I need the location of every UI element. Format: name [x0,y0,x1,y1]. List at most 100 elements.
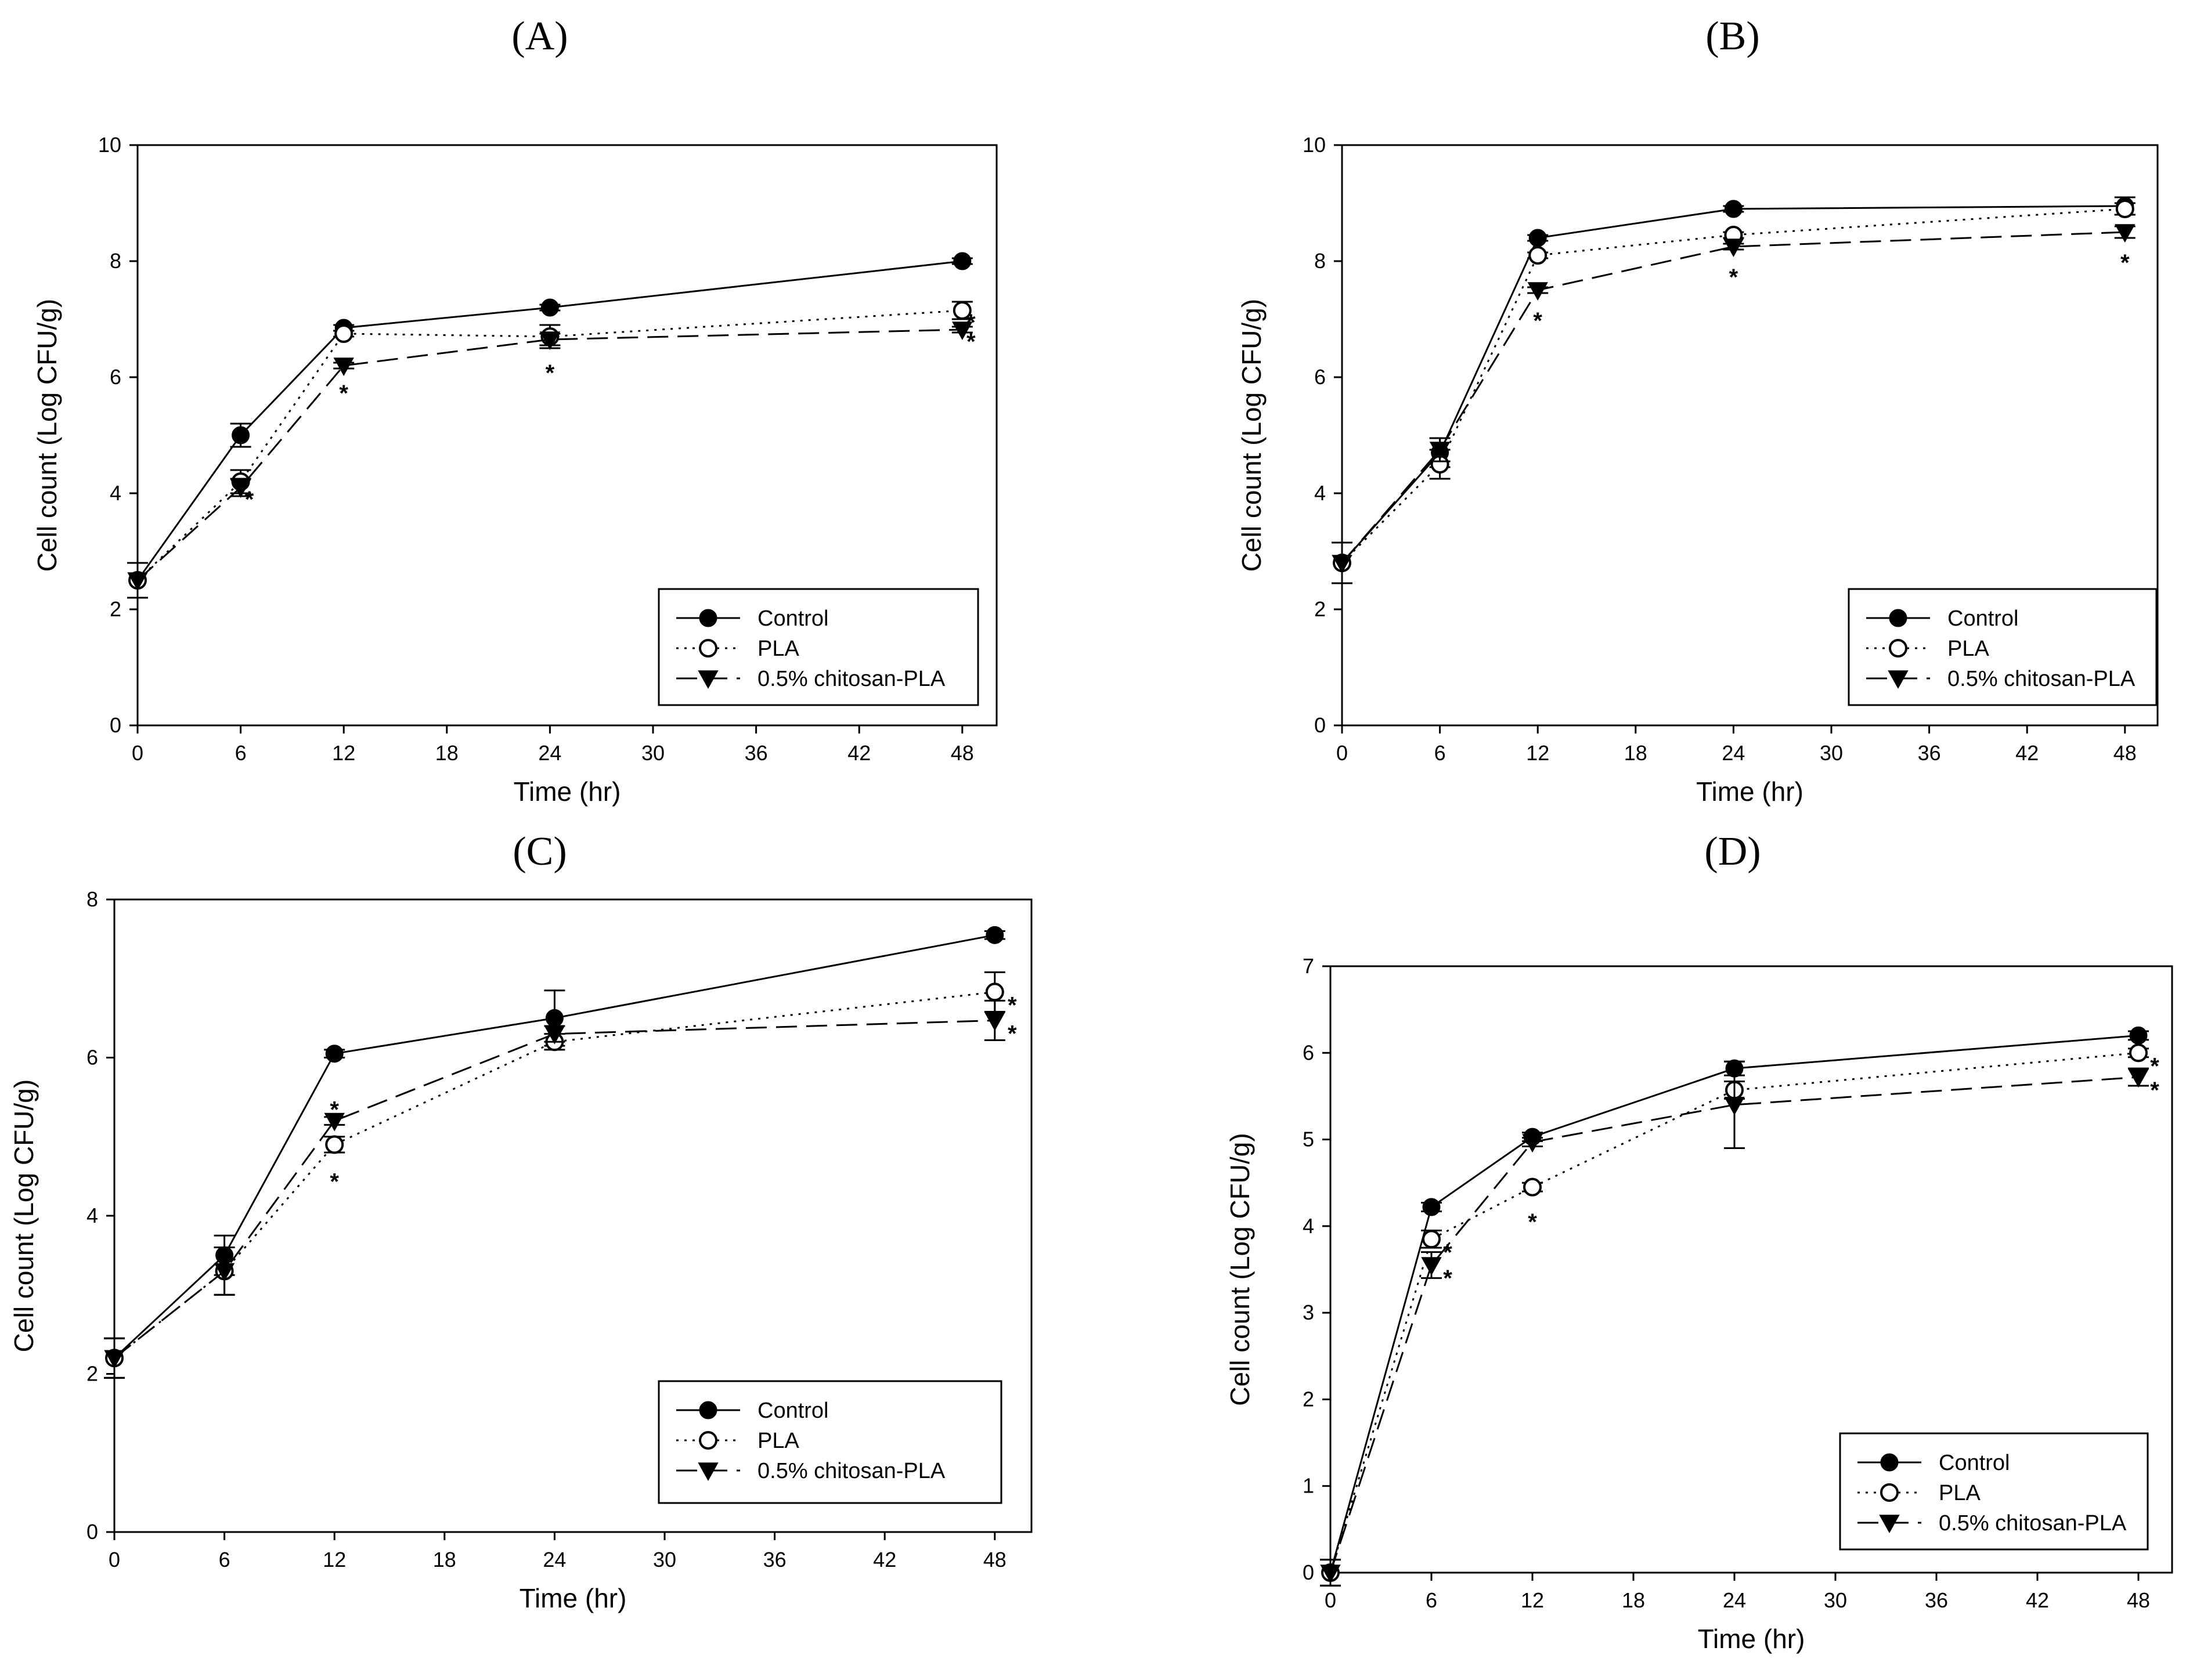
data-point [1332,555,1352,574]
x-tick-label: 0 [1336,741,1348,765]
series-line [1329,1052,2139,1573]
x-tick-label: 18 [435,741,459,765]
data-point [232,426,250,445]
x-tick-label: 36 [745,741,768,765]
data-point [986,926,1004,944]
x-tick-label: 24 [543,1548,566,1571]
data-point [1528,229,1547,247]
data-point [1429,442,1451,461]
data-point [1723,239,1744,258]
x-tick-label: 48 [2127,1588,2150,1612]
y-tick-label: 2 [1314,597,1326,621]
series-line [136,328,962,581]
y-axis-title: Cell count (Log CFU/g) [9,1079,39,1352]
y-tick-label: 4 [86,1204,98,1227]
x-tick-label: 30 [1824,1588,1847,1612]
y-tick-label: 0 [86,1520,98,1544]
y-tick-label: 0 [110,713,121,737]
x-tick-label: 6 [235,741,247,765]
x-tick-label: 6 [1426,1588,1437,1612]
y-axis-title: Cell count (Log CFU/g) [1236,299,1267,572]
data-point [1421,1257,1442,1276]
y-tick-label: 4 [1314,481,1326,505]
data-point [1422,1198,1441,1216]
y-tick-label: 8 [110,249,121,273]
y-tick-label: 6 [110,365,121,389]
data-point [1320,1565,1341,1584]
significance-star: * [1533,308,1542,334]
data-point [1522,1134,1543,1153]
legend-marker [1889,609,1907,627]
significance-star: * [966,310,976,335]
data-point [214,1263,235,1282]
legend-label: Control [757,606,829,631]
x-tick-label: 0 [109,1548,120,1571]
legend-label: PLA [1939,1481,1981,1505]
significance-star: * [1008,992,1017,1018]
legend-label: Control [757,1399,829,1423]
x-tick-label: 24 [1722,741,1745,765]
data-point [1527,282,1548,301]
y-tick-label: 0 [1314,713,1326,737]
x-tick-label: 42 [847,741,871,765]
significance-star: * [966,329,976,355]
y-tick-label: 10 [1303,133,1326,157]
y-tick-label: 0 [1303,1560,1314,1584]
significance-star: * [245,487,254,512]
data-point [334,324,353,343]
plot-frame [1341,144,2159,727]
y-tick-label: 3 [1303,1300,1314,1324]
x-tick-label: 18 [1622,1588,1645,1612]
series-line [1341,208,2125,564]
x-tick-label: 30 [1820,741,1843,765]
legend-marker [1889,639,1907,657]
data-point [1523,1177,1542,1197]
data-point [539,331,561,351]
x-tick-label: 48 [951,741,974,765]
panel-label: (D) [1704,829,1761,874]
legend: Control PLA 0.5% chitosan-PLA [1848,588,2158,706]
data-point [540,298,559,317]
data-point [2128,1069,2149,1088]
y-tick-label: 7 [1303,954,1314,978]
x-tick-label: 30 [653,1548,676,1571]
x-tick-label: 42 [2026,1588,2049,1612]
legend-label: 0.5% chitosan-PLA [757,1459,946,1483]
x-tick-label: 12 [1526,741,1549,765]
legend: Control PLA 0.5% chitosan-PLA [1839,1432,2149,1551]
y-axis-title: Cell count (Log CFU/g) [1225,1133,1255,1406]
x-tick-label: 0 [132,741,143,765]
data-point [2115,200,2134,218]
x-tick-label: 36 [1925,1588,1948,1612]
data-point [325,1045,344,1063]
x-tick-label: 12 [332,741,355,765]
data-point [2129,1043,2148,1063]
y-tick-label: 2 [110,597,121,621]
y-tick-label: 2 [1303,1387,1314,1411]
significance-star: * [1443,1240,1452,1265]
x-axis-title: Time (hr) [520,1583,627,1613]
plot-frame [1329,965,2173,1574]
data-point [1528,246,1548,265]
data-point [104,1350,125,1369]
x-tick-label: 48 [2113,741,2137,765]
series-line [136,309,962,581]
legend-label: 0.5% chitosan-PLA [1947,667,2136,691]
panel-label: (A) [511,14,568,59]
legend-label: 0.5% chitosan-PLA [757,667,946,691]
data-point [953,252,972,270]
legend-marker [1880,1483,1899,1502]
series-pla [1332,200,2136,584]
data-point [127,572,148,591]
data-point [984,1012,1005,1031]
legend: Control PLA 0.5% chitosan-PLA [658,588,979,706]
panel-label: (C) [513,829,567,874]
data-point [952,321,973,341]
series-0-5-chitosan-pla [1320,1060,2149,1587]
x-tick-label: 18 [1624,741,1647,765]
legend-marker [1879,1515,1900,1534]
x-tick-label: 12 [323,1548,346,1571]
